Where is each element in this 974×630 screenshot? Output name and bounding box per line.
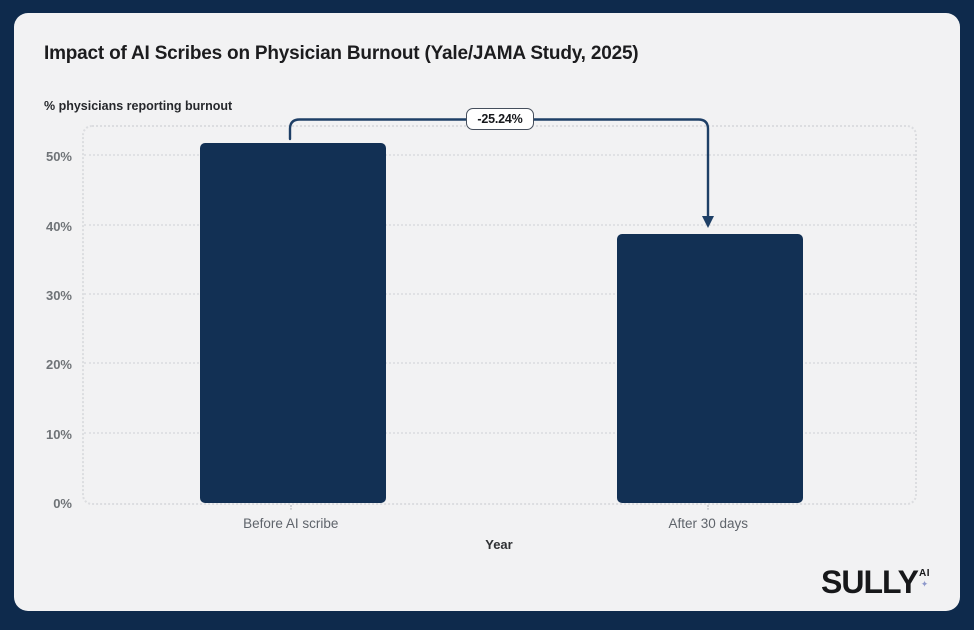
- chart-card: Impact of AI Scribes on Physician Burnou…: [14, 13, 960, 611]
- chart-title: Impact of AI Scribes on Physician Burnou…: [44, 43, 639, 64]
- logo-wordmark: SULLY: [821, 564, 919, 600]
- sully-ai-logo: SULLY AI ✦: [821, 564, 930, 600]
- plot-area: [82, 125, 917, 505]
- y-axis-title: % physicians reporting burnout: [44, 99, 233, 113]
- y-tick-label: 40%: [45, 218, 72, 234]
- logo-superscript-group: AI ✦: [919, 569, 930, 590]
- x-tick-mark: [707, 505, 710, 510]
- gridline-30: [84, 292, 915, 295]
- y-tick-label: 30%: [45, 287, 72, 303]
- logo-ai-label: AI: [919, 568, 930, 579]
- y-tick-label: 0%: [53, 496, 72, 511]
- x-tick-mark: [289, 505, 292, 510]
- y-tick-label: 20%: [45, 357, 72, 373]
- x-tick-label: Before AI scribe: [243, 516, 339, 531]
- gridline-40: [84, 223, 915, 226]
- x-axis-title: Year: [485, 537, 513, 552]
- gridline-20: [84, 362, 915, 365]
- x-tick-label: After 30 days: [668, 516, 749, 531]
- bar-before-ai-scribe: [199, 143, 386, 503]
- y-tick-label: 10%: [45, 426, 72, 442]
- y-tick-label: 50%: [45, 149, 72, 165]
- gridline-10: [84, 431, 915, 434]
- sparkle-icon: ✦: [920, 579, 929, 589]
- change-annotation: -25.24%: [466, 108, 534, 130]
- change-annotation-label: -25.24%: [477, 112, 523, 126]
- bar-after-30-days: [617, 233, 804, 503]
